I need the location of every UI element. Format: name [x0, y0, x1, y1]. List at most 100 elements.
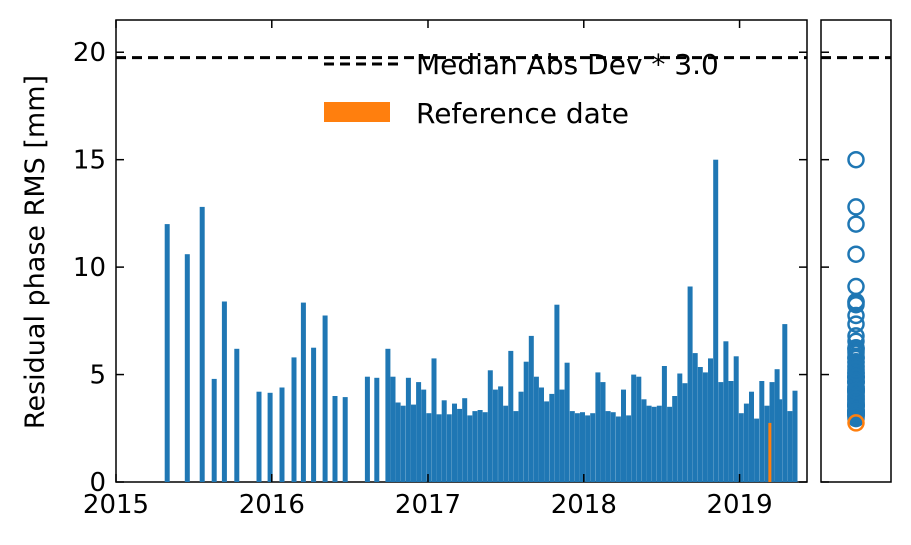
bar-56	[585, 415, 591, 482]
bar-96	[787, 411, 793, 482]
bar-51	[559, 389, 565, 482]
bar-71	[661, 366, 667, 482]
bar-34	[472, 411, 478, 482]
side-point-12	[847, 306, 865, 325]
bar-31	[457, 408, 463, 482]
side-point-76	[847, 277, 865, 296]
bar-19	[395, 402, 401, 482]
legend: Median Abs Dev * 3.0 Reference date	[324, 48, 719, 130]
legend-threshold-label: Median Abs Dev * 3.0	[416, 48, 719, 81]
bar-55	[580, 412, 585, 482]
bar-42	[513, 411, 519, 482]
bar-1	[184, 254, 190, 482]
bar-25	[426, 413, 432, 482]
bar-39	[498, 386, 504, 482]
bar-43	[518, 391, 524, 482]
bar-82	[718, 382, 724, 482]
bar-70	[656, 405, 662, 482]
y-tick-label-20: 20	[73, 38, 106, 68]
bar-3	[211, 378, 217, 482]
x-tick-label-2017: 2017	[395, 490, 461, 520]
bar-6	[256, 391, 262, 482]
bar-90	[759, 381, 765, 482]
bar-9	[291, 357, 297, 482]
x-tick-label-2016: 2016	[239, 490, 305, 520]
y-tick-label-10: 10	[73, 253, 106, 283]
bar-83	[723, 341, 729, 482]
bar-72	[667, 406, 673, 482]
bar-45	[528, 335, 534, 482]
side-point-reference	[847, 414, 865, 432]
bar-36	[482, 412, 488, 482]
bar-79	[702, 372, 708, 482]
bar-63	[621, 389, 626, 482]
bar-52	[564, 362, 570, 482]
y-tick-label-0: 0	[89, 468, 106, 498]
bar-94	[777, 399, 783, 482]
x-tick-label-2015: 2015	[83, 490, 149, 520]
bar-10	[300, 302, 306, 482]
side-point-50	[847, 295, 865, 314]
bar-64	[626, 415, 632, 482]
side-point-92	[847, 373, 865, 391]
bar-27	[436, 414, 442, 482]
bar-67	[641, 399, 647, 482]
bar-87	[743, 403, 749, 482]
bar-24	[421, 389, 427, 482]
bar-54	[574, 413, 580, 482]
bar-81	[713, 159, 719, 482]
bar-49	[549, 393, 555, 482]
bar-12	[322, 315, 328, 482]
side-point-1	[847, 245, 865, 263]
bar-73	[672, 396, 678, 482]
bar-5	[234, 348, 240, 482]
bar-22	[411, 404, 416, 482]
bar-59	[600, 382, 606, 482]
side-point-45	[847, 327, 865, 345]
bar-23	[416, 382, 422, 482]
bar-26	[431, 358, 437, 482]
side-point-97	[847, 381, 865, 400]
bar-48	[544, 401, 550, 482]
bar-84	[728, 381, 734, 482]
bar-60	[605, 411, 611, 482]
bar-37	[487, 370, 493, 482]
bar-7	[267, 392, 273, 482]
y-axis-ticks: 0 5 10 15 20	[73, 38, 807, 498]
x-axis-ticks: 2015 2016 2017 2018 2019	[83, 20, 773, 520]
bar-88	[749, 391, 754, 482]
bar-61	[610, 412, 616, 482]
bar-16	[374, 377, 380, 482]
side-point-95	[847, 315, 865, 333]
side-point-93	[847, 360, 865, 378]
bar-53	[569, 411, 575, 482]
bar-0	[164, 224, 170, 482]
bar-35	[477, 410, 483, 482]
y-tick-label-5: 5	[89, 361, 106, 391]
bar-38	[492, 389, 498, 482]
bar-33	[467, 415, 473, 482]
bar-50	[554, 304, 560, 482]
bar-15	[364, 376, 370, 482]
bar-21	[405, 377, 411, 482]
bar-29	[446, 414, 452, 482]
bar-97	[792, 390, 798, 482]
bar-30	[452, 403, 457, 482]
bar-58	[595, 372, 601, 482]
bar-74	[677, 373, 683, 482]
bars-group	[164, 159, 798, 482]
side-point-96	[847, 402, 865, 420]
bar-41	[508, 350, 514, 482]
side-panel-ticks	[821, 51, 829, 483]
bar-75	[682, 383, 688, 482]
bar-76	[687, 286, 693, 482]
bar-46	[533, 376, 539, 482]
side-point-0	[847, 215, 865, 233]
bar-18	[390, 376, 396, 482]
bar-92	[769, 382, 775, 482]
bar-13	[332, 396, 338, 482]
side-point-94	[847, 390, 865, 409]
bar-47	[539, 387, 544, 482]
bar-57	[590, 413, 596, 482]
